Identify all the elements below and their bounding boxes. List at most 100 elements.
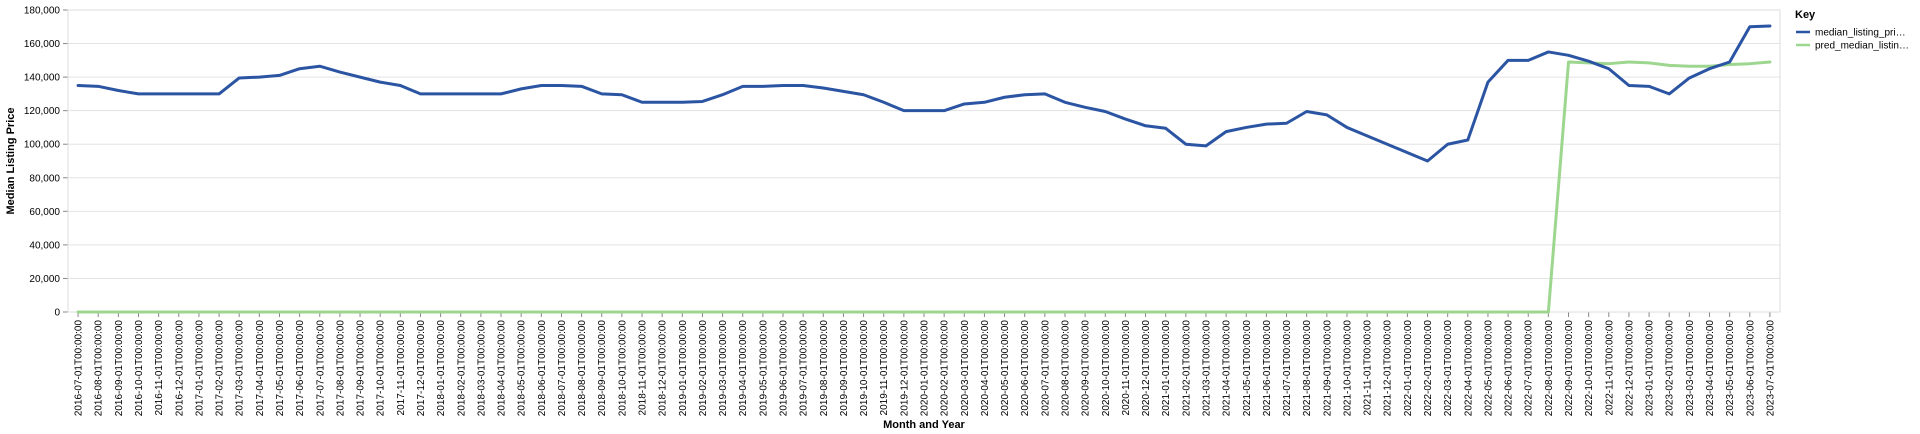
x-tick-label: 2016-11-01T00:00:00 (154, 320, 165, 416)
x-tick-label: 2021-05-01T00:00:00 (1242, 320, 1253, 417)
x-tick-label: 2017-12-01T00:00:00 (416, 320, 427, 417)
x-tick-label: 2020-03-01T00:00:00 (960, 320, 971, 417)
x-tick-label: 2022-11-01T00:00:00 (1604, 320, 1615, 416)
x-tick-label: 2017-10-01T00:00:00 (376, 320, 387, 417)
y-tick-label: 120,000 (24, 106, 61, 117)
x-tick-label: 2020-04-01T00:00:00 (980, 320, 991, 417)
y-tick-label: 180,000 (24, 6, 61, 17)
legend-title: Key (1795, 9, 1816, 21)
x-tick-label: 2018-12-01T00:00:00 (658, 320, 669, 417)
x-tick-label: 2017-07-01T00:00:00 (315, 320, 326, 417)
x-tick-label: 2020-01-01T00:00:00 (920, 320, 931, 417)
x-tick-label: 2017-11-01T00:00:00 (396, 320, 407, 416)
x-tick-label: 2019-02-01T00:00:00 (698, 320, 709, 417)
plot-area-frame (67, 9, 1781, 313)
x-tick-label: 2018-06-01T00:00:00 (537, 320, 548, 417)
x-tick-label: 2023-05-01T00:00:00 (1725, 320, 1736, 417)
x-tick-label: 2016-07-01T00:00:00 (74, 320, 85, 417)
x-tick-label: 2022-05-01T00:00:00 (1483, 320, 1494, 417)
x-tick-label: 2022-09-01T00:00:00 (1564, 320, 1575, 417)
series-line (76, 24, 1772, 163)
x-tick-label: 2021-03-01T00:00:00 (1201, 320, 1212, 417)
x-tick-label: 2023-02-01T00:00:00 (1665, 320, 1676, 417)
x-axis: 2016-07-01T00:00:00 2016-08-01T00:00:00 20… (68, 311, 1780, 417)
x-axis-title: Month and Year (883, 419, 965, 431)
x-tick-label: 2018-04-01T00:00:00 (497, 320, 508, 417)
x-tick-label: 2017-03-01T00:00:00 (235, 320, 246, 417)
x-tick-label: 2023-06-01T00:00:00 (1745, 320, 1756, 417)
x-tick-label: 2018-07-01T00:00:00 (557, 320, 568, 417)
x-tick-label: 2019-07-01T00:00:00 (799, 320, 810, 417)
x-tick-label: 2017-04-01T00:00:00 (255, 320, 266, 417)
x-tick-label: 2017-05-01T00:00:00 (275, 320, 286, 417)
x-tick-label: 2020-06-01T00:00:00 (1020, 320, 1031, 417)
x-tick-label: 2020-08-01T00:00:00 (1060, 320, 1071, 417)
x-tick-label: 2016-10-01T00:00:00 (134, 320, 145, 417)
x-tick-label: 2021-04-01T00:00:00 (1222, 320, 1233, 417)
legend-label: pred_median_listin… (1815, 41, 1909, 52)
x-tick-label: 2022-01-01T00:00:00 (1403, 320, 1414, 417)
x-tick-label: 2018-02-01T00:00:00 (456, 320, 467, 417)
x-tick-label: 2017-08-01T00:00:00 (335, 320, 346, 417)
x-tick-label: 2019-01-01T00:00:00 (678, 320, 689, 417)
x-tick-label: 2022-04-01T00:00:00 (1463, 320, 1474, 417)
x-tick-label: 2020-02-01T00:00:00 (940, 320, 951, 417)
y-tick-label: 80,000 (29, 173, 60, 184)
x-tick-label: 2023-07-01T00:00:00 (1765, 320, 1776, 417)
legend: Key median_listing_pri… pred_median_listi… (1795, 9, 1909, 52)
x-tick-label: 2021-02-01T00:00:00 (1181, 320, 1192, 417)
x-tick-label: 2020-10-01T00:00:00 (1101, 320, 1112, 417)
x-tick-label: 2022-02-01T00:00:00 (1423, 320, 1434, 417)
x-tick-label: 2023-04-01T00:00:00 (1705, 320, 1716, 417)
x-tick-label: 2021-01-01T00:00:00 (1161, 320, 1172, 417)
x-tick-label: 2021-07-01T00:00:00 (1282, 320, 1293, 417)
x-tick-label: 2019-10-01T00:00:00 (859, 320, 870, 417)
x-tick-label: 2019-09-01T00:00:00 (839, 320, 850, 417)
x-tick-label: 2021-06-01T00:00:00 (1262, 320, 1273, 417)
x-tick-label: 2019-03-01T00:00:00 (718, 320, 729, 417)
x-tick-label: 2020-05-01T00:00:00 (1000, 320, 1011, 417)
x-tick-label: 2019-06-01T00:00:00 (779, 320, 790, 417)
x-tick-label: 2021-12-01T00:00:00 (1383, 320, 1394, 417)
y-tick-label: 20,000 (29, 274, 60, 285)
x-tick-label: 2020-12-01T00:00:00 (1141, 320, 1152, 417)
legend-label: median_listing_pri… (1815, 28, 1906, 39)
series-layer (76, 24, 1772, 314)
x-tick-label: 2018-01-01T00:00:00 (436, 320, 447, 417)
x-tick-label: 2023-01-01T00:00:00 (1645, 320, 1656, 417)
x-tick-label: 2019-11-01T00:00:00 (879, 320, 890, 416)
y-grid (68, 9, 1780, 313)
x-tick-label: 2021-10-01T00:00:00 (1342, 320, 1353, 417)
x-tick-label: 2018-05-01T00:00:00 (517, 320, 528, 417)
y-tick-label: 40,000 (29, 240, 60, 251)
x-tick-label: 2017-01-01T00:00:00 (194, 320, 205, 417)
x-tick-label: 2020-09-01T00:00:00 (1081, 320, 1092, 417)
x-tick-label: 2021-11-01T00:00:00 (1363, 320, 1374, 416)
x-tick-label: 2017-06-01T00:00:00 (295, 320, 306, 417)
x-tick-label: 2016-08-01T00:00:00 (94, 320, 105, 417)
x-tick-label: 2018-10-01T00:00:00 (617, 320, 628, 417)
y-tick-label: 140,000 (24, 73, 61, 84)
x-tick-label: 2018-03-01T00:00:00 (476, 320, 487, 417)
y-axis: 0 20,000 40,000 60,000 80,000 100,000 120,000 1… (24, 6, 69, 319)
x-tick-label: 2022-12-01T00:00:00 (1624, 320, 1635, 417)
x-tick-label: 2019-04-01T00:00:00 (738, 320, 749, 417)
x-tick-label: 2022-07-01T00:00:00 (1524, 320, 1535, 417)
y-axis-title: Median Listing Price (5, 108, 17, 215)
series-line (76, 60, 1772, 314)
x-tick-label: 2022-10-01T00:00:00 (1584, 320, 1595, 417)
x-tick-label: 2023-03-01T00:00:00 (1685, 320, 1696, 417)
x-tick-label: 2022-08-01T00:00:00 (1544, 320, 1555, 417)
y-tick-label: 60,000 (29, 207, 60, 218)
x-tick-label: 2021-08-01T00:00:00 (1302, 320, 1313, 417)
y-tick-label: 100,000 (24, 140, 61, 151)
x-tick-label: 2021-09-01T00:00:00 (1322, 320, 1333, 417)
x-tick-label: 2020-07-01T00:00:00 (1040, 320, 1051, 417)
x-tick-label: 2019-05-01T00:00:00 (758, 320, 769, 417)
x-tick-label: 2017-09-01T00:00:00 (356, 320, 367, 417)
x-tick-label: 2018-08-01T00:00:00 (577, 320, 588, 417)
x-tick-label: 2019-08-01T00:00:00 (819, 320, 830, 417)
x-tick-label: 2018-09-01T00:00:00 (597, 320, 608, 417)
x-tick-label: 2016-09-01T00:00:00 (114, 320, 125, 417)
